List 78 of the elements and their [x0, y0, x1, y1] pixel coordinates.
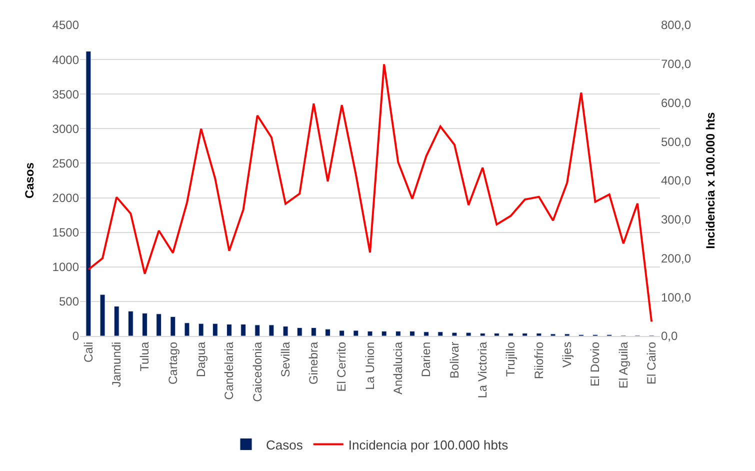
y-tick-label: 2500 [52, 156, 80, 170]
bar [381, 330, 387, 336]
bar [480, 332, 486, 336]
bar [536, 332, 542, 336]
y2-tick-label: 600,0 [661, 96, 692, 110]
x-tick-label: Cartago [166, 341, 180, 385]
bar [226, 324, 232, 336]
x-tick-label: El Aguila [616, 341, 630, 389]
x-tick-label: Candelaria [222, 341, 236, 400]
bar [466, 332, 472, 336]
bar [86, 51, 92, 336]
bar [325, 328, 330, 336]
y-tick-label: 0 [72, 329, 80, 344]
x-tick-label: Cali [81, 342, 96, 362]
x-tick-label: Caicedonia [250, 341, 264, 402]
y-tick-label: 4000 [52, 52, 80, 67]
y-tick-label: 4500 [52, 18, 80, 32]
x-tick-label: Trujillo [504, 341, 518, 377]
x-tick-label: El Cairo [644, 341, 658, 384]
bar [114, 306, 120, 336]
bar [367, 330, 373, 336]
x-tick-label: Sevilla [278, 341, 292, 378]
x-tick-label: Bolivar [447, 342, 462, 378]
x-tick-label: Darien [419, 342, 434, 378]
bar [508, 332, 514, 336]
legend-label: Incidencia por 100.000 hbts [348, 437, 509, 452]
y2-tick-label: 200,0 [661, 251, 692, 266]
bar [212, 323, 218, 336]
x-tick-label: Andalucia [391, 341, 406, 395]
y2-axis-title: Incidencia x 100.000 hts [703, 112, 718, 249]
y-tick-label: 1500 [52, 226, 80, 240]
bar [268, 324, 274, 336]
bar [424, 332, 430, 336]
y2-tick-label: 800,0 [661, 18, 692, 32]
x-tick-label: La Victoria [476, 341, 490, 398]
x-tick-label: El Dovio [588, 341, 602, 386]
y-tick-label: 3000 [52, 122, 80, 136]
legend-label: Casos [266, 437, 304, 452]
bar [339, 330, 345, 336]
bar [128, 310, 134, 336]
y2-tick-label: 300,0 [661, 212, 692, 227]
bar [254, 324, 260, 336]
line-series [87, 63, 653, 323]
bar [353, 330, 359, 336]
x-tick-label: Vijes [560, 342, 574, 368]
bar [494, 332, 500, 336]
bar [410, 330, 415, 336]
bar [198, 323, 204, 336]
x-tick-label: Tulua [138, 341, 152, 372]
bar [452, 332, 458, 336]
y-tick-label: 1000 [52, 260, 80, 274]
bar [310, 327, 316, 336]
bar [156, 314, 162, 336]
y2-tick-label: 0,0 [661, 329, 678, 344]
x-tick-label: Dagua [194, 341, 208, 378]
y2-tick-label: 700,0 [661, 57, 692, 72]
x-tick-label: Riiofrio [532, 341, 546, 380]
bar [184, 322, 190, 336]
y2-tick-label: 400,0 [661, 174, 692, 188]
bar [100, 294, 106, 336]
bar [395, 330, 401, 336]
bar [142, 312, 148, 336]
y2-tick-label: 500,0 [661, 134, 692, 149]
y-tick-label: 3500 [52, 87, 80, 102]
x-tick-label: El Cerrito [334, 341, 349, 392]
x-tick-label: Ginebra [306, 341, 321, 385]
y-axis-title: Casos [22, 162, 37, 199]
bar [296, 327, 302, 336]
x-tick-label: La Union [362, 342, 377, 390]
y2-tick-label: 100,0 [661, 290, 692, 304]
bar [240, 324, 246, 336]
bar [438, 332, 444, 336]
y-tick-label: 2000 [52, 190, 80, 205]
x-tick-label: Jamundi [110, 342, 124, 388]
y-tick-label: 500 [58, 294, 80, 309]
bar [170, 316, 176, 336]
bar [282, 326, 288, 336]
bar [522, 332, 528, 336]
